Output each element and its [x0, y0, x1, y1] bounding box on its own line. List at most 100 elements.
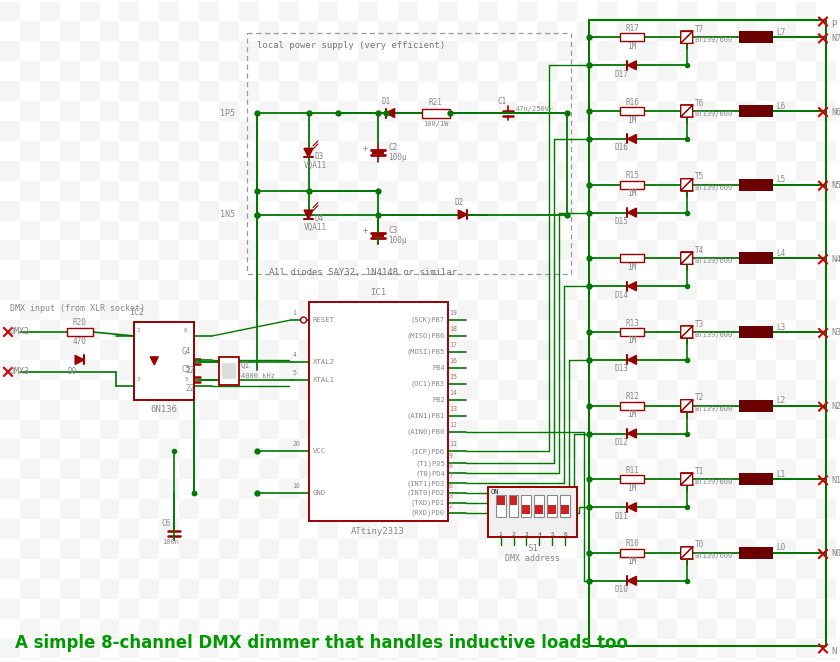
Bar: [458, 400, 478, 420]
Bar: [438, 42, 458, 62]
Bar: [717, 340, 737, 360]
Bar: [20, 161, 39, 181]
Bar: [458, 240, 478, 260]
Bar: [398, 62, 418, 81]
Bar: [179, 559, 199, 579]
Bar: [677, 320, 696, 340]
Bar: [20, 260, 39, 280]
Bar: [717, 62, 737, 81]
Bar: [99, 161, 119, 181]
Bar: [577, 360, 597, 380]
Bar: [60, 559, 80, 579]
Bar: [617, 340, 637, 360]
Bar: [39, 320, 60, 340]
Bar: [557, 519, 577, 539]
Bar: [80, 340, 99, 360]
Bar: [517, 360, 538, 380]
Bar: [776, 300, 796, 320]
Bar: [438, 161, 458, 181]
Bar: [20, 42, 39, 62]
Bar: [318, 559, 339, 579]
Bar: [637, 659, 657, 662]
Bar: [517, 260, 538, 280]
Bar: [816, 1, 836, 21]
Bar: [259, 81, 279, 101]
Bar: [199, 340, 219, 360]
Bar: [378, 659, 398, 662]
Bar: [119, 479, 139, 499]
Bar: [478, 1, 497, 21]
Bar: [517, 340, 538, 360]
Bar: [557, 539, 577, 559]
Text: (MISO)PB6: (MISO)PB6: [407, 333, 445, 339]
Bar: [318, 598, 339, 618]
Bar: [696, 559, 717, 579]
Bar: [677, 240, 696, 260]
Bar: [60, 220, 80, 240]
Bar: [478, 62, 497, 81]
Text: IC1: IC1: [370, 288, 386, 297]
Bar: [478, 220, 497, 240]
Bar: [696, 459, 717, 479]
Bar: [717, 598, 737, 618]
Bar: [637, 459, 657, 479]
Bar: [816, 240, 836, 260]
Bar: [796, 340, 816, 360]
Bar: [637, 300, 657, 320]
Bar: [239, 400, 259, 420]
Bar: [717, 201, 737, 220]
Bar: [298, 598, 318, 618]
Text: L1: L1: [776, 470, 785, 479]
Bar: [438, 598, 458, 618]
Bar: [677, 121, 696, 141]
Text: 19: 19: [449, 310, 457, 316]
Bar: [737, 519, 756, 539]
Bar: [458, 201, 478, 220]
Bar: [597, 240, 617, 260]
Text: DMX2: DMX2: [10, 328, 30, 336]
Bar: [259, 101, 279, 121]
Bar: [378, 280, 398, 300]
Bar: [139, 499, 160, 519]
Bar: [99, 598, 119, 618]
Bar: [119, 559, 139, 579]
Bar: [497, 659, 517, 662]
Bar: [677, 300, 696, 320]
Bar: [458, 340, 478, 360]
Bar: [359, 161, 378, 181]
Bar: [517, 42, 538, 62]
Bar: [617, 220, 637, 240]
Bar: [20, 559, 39, 579]
Bar: [756, 479, 776, 499]
Bar: [359, 62, 378, 81]
Text: (SCK)PB7: (SCK)PB7: [411, 317, 445, 323]
Bar: [478, 81, 497, 101]
Text: D10: D10: [614, 585, 628, 594]
Bar: [557, 459, 577, 479]
Bar: [359, 201, 378, 220]
Bar: [657, 579, 677, 598]
Text: C5: C5: [181, 365, 191, 374]
Bar: [239, 539, 259, 559]
Bar: [160, 1, 179, 21]
Bar: [60, 340, 80, 360]
Bar: [99, 201, 119, 220]
Bar: [756, 340, 776, 360]
Bar: [199, 181, 219, 201]
Bar: [577, 81, 597, 101]
Bar: [756, 380, 776, 400]
Bar: [497, 360, 517, 380]
Bar: [398, 81, 418, 101]
Bar: [20, 659, 39, 662]
Bar: [139, 201, 160, 220]
Bar: [160, 340, 179, 360]
Bar: [298, 141, 318, 161]
Bar: [696, 220, 717, 240]
Bar: [696, 1, 717, 21]
Bar: [438, 62, 458, 81]
Bar: [179, 121, 199, 141]
Bar: [538, 420, 557, 440]
Bar: [39, 201, 60, 220]
Bar: [637, 220, 657, 240]
Bar: [378, 21, 398, 42]
